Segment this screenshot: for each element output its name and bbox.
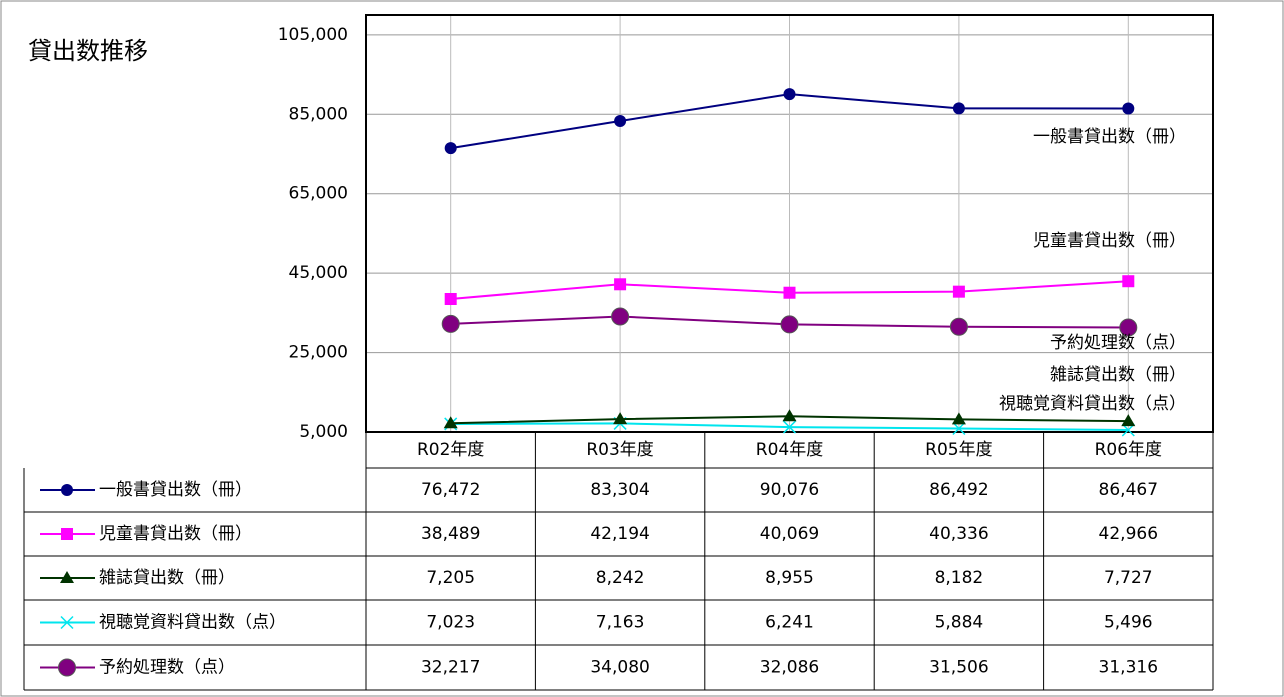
data-point (952, 285, 965, 298)
x-tick-label: R06年度 (1095, 440, 1162, 460)
x-tick-label: R03年度 (586, 440, 653, 460)
legend-label: 児童書貸出数（冊） (99, 524, 252, 544)
table-cell: 83,304 (590, 480, 649, 500)
table-cell: 42,194 (590, 524, 649, 544)
table-cell: 8,242 (596, 568, 645, 588)
table-cell: 5,496 (1104, 613, 1153, 633)
data-point (611, 307, 630, 326)
data-point (614, 278, 627, 291)
data-point (613, 412, 628, 425)
data-point (443, 416, 458, 429)
y-tick-label: 85,000 (289, 104, 348, 124)
series-label: 雑誌貸出数（冊） (1050, 365, 1186, 385)
table-cell: 7,023 (426, 613, 475, 633)
table-cell: 7,205 (426, 568, 475, 588)
table-cell: 34,080 (590, 658, 649, 678)
table-cell: 31,316 (1099, 658, 1158, 678)
legend-marker (61, 484, 73, 496)
data-point (1122, 102, 1135, 115)
table-cell: 38,489 (421, 524, 480, 544)
data-point (952, 421, 966, 436)
legend-label: 視聴覚資料貸出数（点） (99, 613, 286, 633)
y-tick-label: 65,000 (289, 184, 348, 204)
table-cell: 86,467 (1099, 480, 1158, 500)
table-cell: 40,069 (760, 524, 819, 544)
legend-label: 雑誌貸出数（冊） (99, 568, 235, 588)
x-tick-label: R02年度 (417, 440, 484, 460)
data-point (444, 293, 457, 306)
data-point (952, 102, 965, 115)
data-point (783, 88, 796, 101)
data-point (951, 412, 966, 425)
data-point (444, 142, 457, 155)
data-point (1119, 318, 1138, 337)
table-cell: 86,492 (929, 480, 988, 500)
table-cell: 7,163 (596, 613, 645, 633)
legend-label: 一般書貸出数（冊） (99, 480, 252, 500)
chart-title: 貸出数推移 (28, 37, 148, 65)
data-point (1122, 275, 1135, 288)
data-point (782, 420, 797, 434)
data-point (780, 315, 799, 334)
table-cell: 40,336 (929, 524, 988, 544)
table-cell: 76,472 (421, 480, 480, 500)
x-tick-label: R05年度 (925, 440, 992, 460)
y-tick-label: 105,000 (278, 25, 348, 45)
table-cell: 8,955 (765, 568, 814, 588)
data-point (782, 409, 797, 422)
y-tick-label: 25,000 (289, 343, 348, 363)
table-cell: 90,076 (760, 480, 819, 500)
legend-marker (60, 615, 74, 630)
data-point (1121, 414, 1136, 427)
series-label: 視聴覚資料貸出数（点） (999, 394, 1186, 414)
table-cell: 42,966 (1099, 524, 1158, 544)
data-point (441, 314, 460, 333)
y-tick-label: 5,000 (299, 422, 348, 442)
legend-marker (60, 571, 74, 583)
legend-marker (61, 528, 73, 540)
x-tick-label: R04年度 (756, 440, 823, 460)
series-label: 一般書貸出数（冊） (1033, 127, 1186, 147)
data-point (949, 317, 968, 336)
data-point (783, 286, 796, 299)
series-label: 予約処理数（点） (1050, 333, 1186, 353)
data-point (614, 115, 627, 128)
table-cell: 7,727 (1104, 568, 1153, 588)
plot-border (365, 14, 1214, 433)
table-cell: 32,217 (421, 658, 480, 678)
y-tick-label: 45,000 (289, 263, 348, 283)
table-cell: 8,182 (935, 568, 984, 588)
table-cell: 5,884 (935, 613, 984, 633)
table-cell: 32,086 (760, 658, 819, 678)
table-cell: 31,506 (929, 658, 988, 678)
table-cell: 6,241 (765, 613, 814, 633)
legend-marker (58, 658, 76, 677)
legend-label: 予約処理数（点） (99, 658, 235, 678)
series-label: 児童書貸出数（冊） (1033, 231, 1186, 251)
